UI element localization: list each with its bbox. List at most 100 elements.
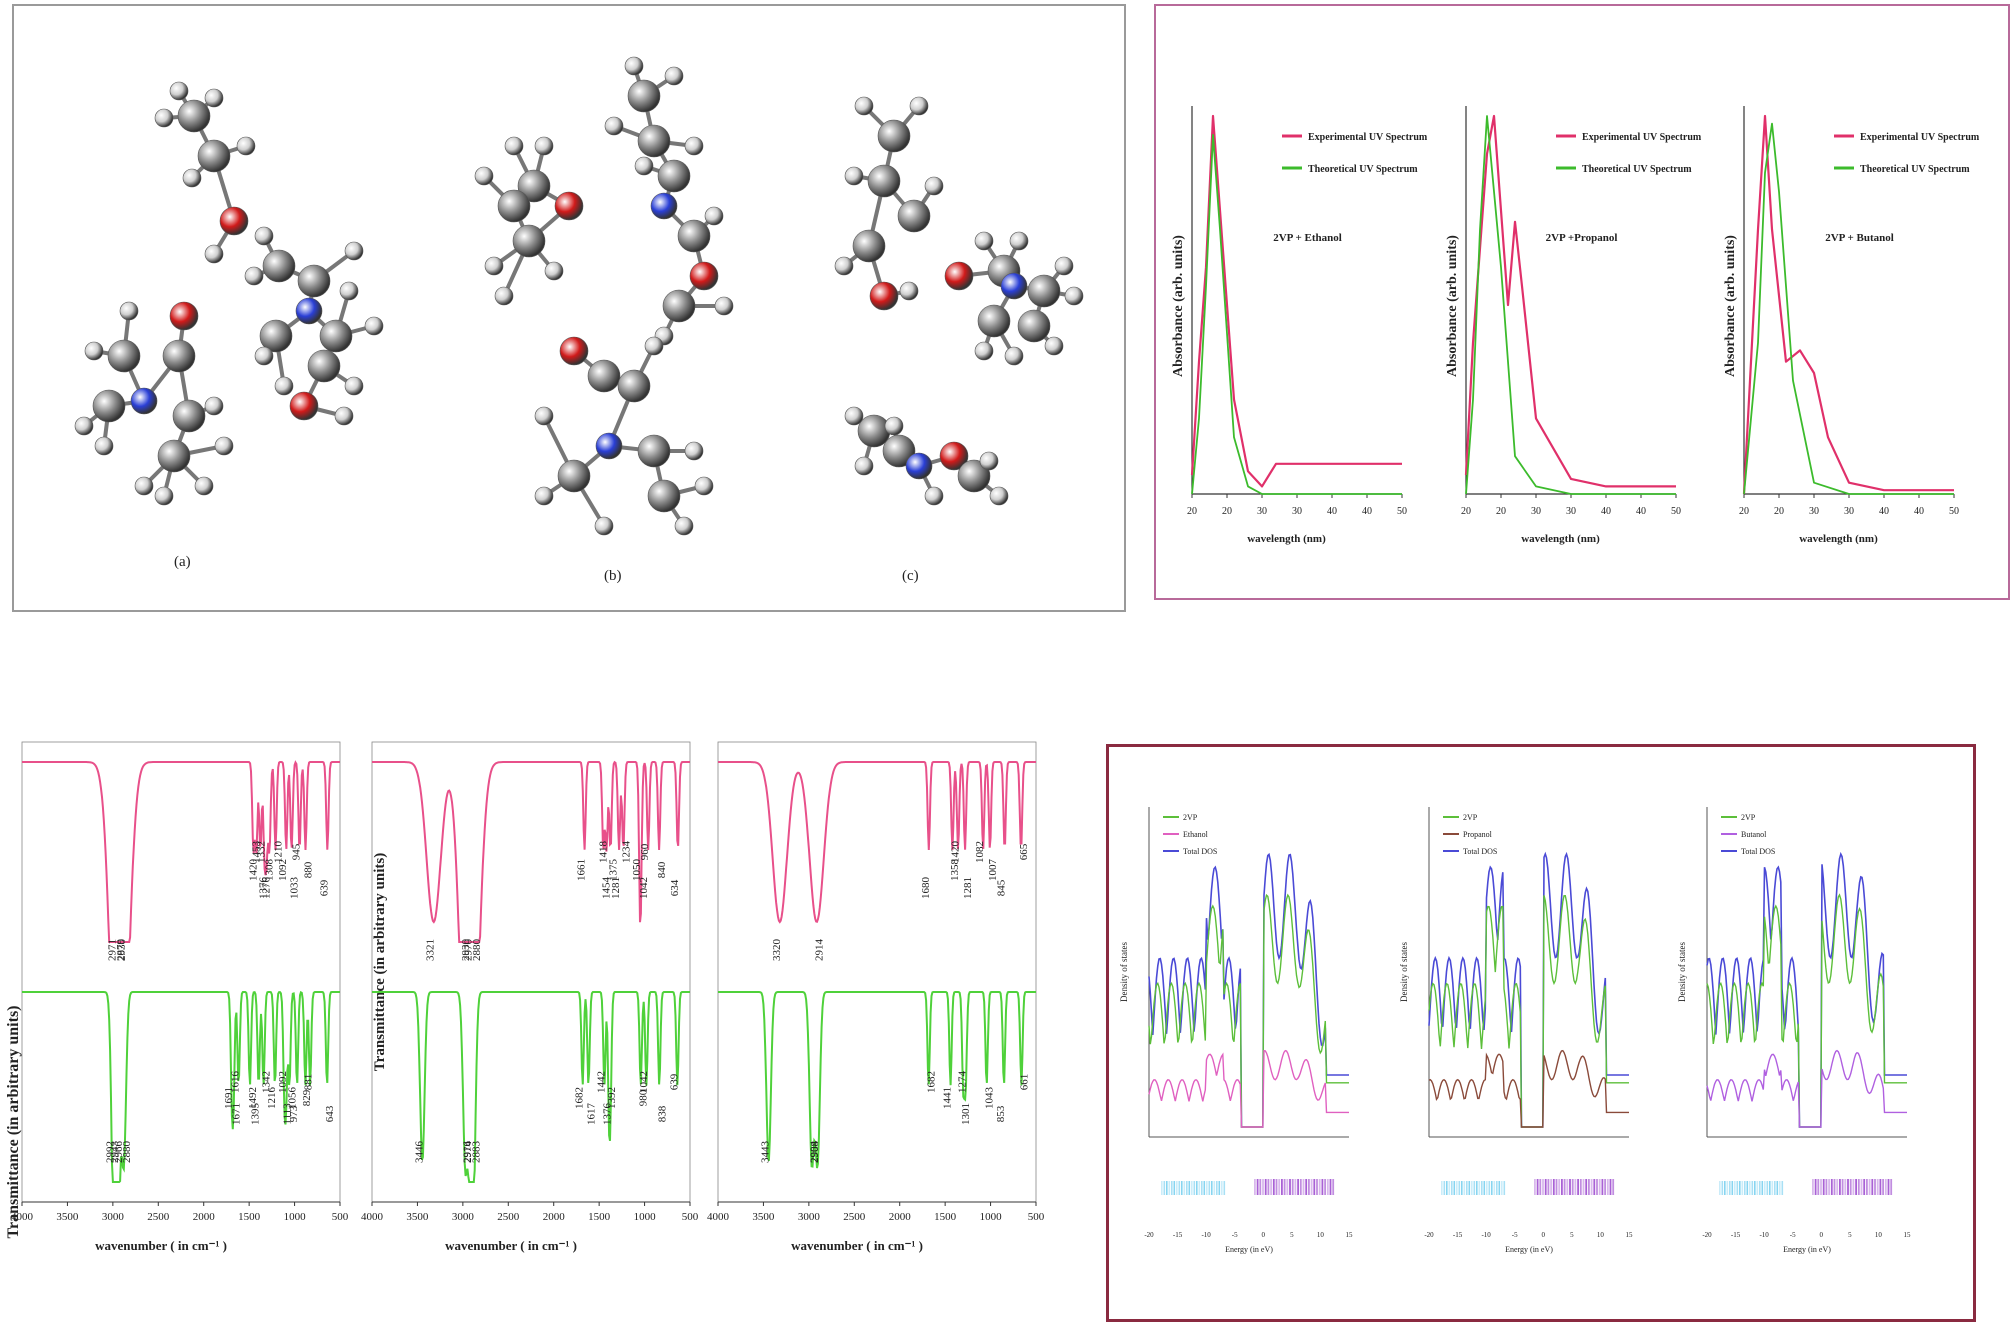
dos-band-virtual	[1874, 1179, 1876, 1195]
ir-exp-peak-label: 3321	[425, 939, 437, 961]
atom-N	[1000, 272, 1028, 300]
atom-H	[119, 301, 139, 321]
dos-band-virtual	[1884, 1179, 1887, 1195]
dos-band-virtual	[1321, 1179, 1324, 1195]
dos-tick-label: 10	[1875, 1231, 1883, 1239]
dos-band-virtual	[1817, 1179, 1820, 1195]
atom-O	[944, 261, 974, 291]
dos-band-occupied	[1771, 1181, 1774, 1195]
dos-band-occupied	[1774, 1181, 1776, 1195]
atom-H	[1054, 256, 1074, 276]
ir-exp-peak-label: 1033	[289, 877, 301, 900]
atom-H	[924, 176, 944, 196]
dos-band-occupied	[1168, 1181, 1171, 1195]
ir-theo-peak-label: 1492	[247, 1087, 259, 1109]
dos-band-virtual	[1264, 1179, 1267, 1195]
ir-theo-peak-label: 1395	[250, 1103, 262, 1126]
dos-tick-label: -10	[1759, 1231, 1769, 1239]
atom-H	[494, 286, 514, 306]
ir-theo-peak-label: 1092	[277, 1071, 289, 1093]
atom-H	[674, 516, 694, 536]
atom-H	[204, 396, 224, 416]
dos-band-virtual	[1289, 1179, 1291, 1195]
ir-exp-peak-label: 845	[996, 879, 1008, 896]
dos-tick-label: -15	[1731, 1231, 1741, 1239]
ir-theo-peak-label: 881	[302, 1074, 314, 1091]
dos-tick-label: -5	[1790, 1231, 1796, 1239]
dos-legend-label: Propanol	[1463, 830, 1493, 839]
ir-theo-peak-label: 980	[637, 1089, 649, 1106]
dos-band-virtual	[1316, 1179, 1318, 1195]
molecule-c	[834, 96, 1084, 506]
atom-H	[344, 376, 364, 396]
ir-exp-peak-label: 1453	[250, 841, 262, 864]
uv-tick-label: 20	[1739, 506, 1749, 517]
dos-band-virtual	[1887, 1179, 1890, 1195]
uv-legend-label: Theoretical UV Spectrum	[1582, 164, 1692, 175]
dos-band-virtual	[1539, 1179, 1542, 1195]
uv-legend-label: Theoretical UV Spectrum	[1860, 164, 1970, 175]
atom-C	[852, 229, 886, 263]
atom-H	[74, 416, 94, 436]
dos-band-occupied	[1221, 1181, 1223, 1195]
atom-H	[844, 406, 864, 426]
dos-xlabel: Energy (in eV)	[1225, 1245, 1273, 1254]
dos-band-virtual	[1882, 1179, 1884, 1195]
atom-C	[319, 319, 353, 353]
ir-exp-peak-label: 665	[1018, 843, 1030, 860]
ir-tick-label: 1500	[934, 1211, 957, 1223]
molecule-a	[74, 81, 384, 506]
dos-tick-label: -5	[1232, 1231, 1238, 1239]
atom-H	[664, 66, 684, 86]
atom-H	[594, 516, 614, 536]
atom-H	[989, 486, 1009, 506]
atom-H	[704, 206, 724, 226]
dos-band-virtual	[1329, 1179, 1332, 1195]
dos-band-occupied	[1451, 1181, 1453, 1195]
dos-xlabel: Energy (in eV)	[1505, 1245, 1553, 1254]
atom-H	[334, 406, 354, 426]
dos-band-virtual	[1844, 1179, 1847, 1195]
uv-tick-label: 30	[1531, 506, 1541, 517]
dos-tick-label: 5	[1848, 1231, 1852, 1239]
ir-theo-peak-label: 1342	[260, 1071, 272, 1093]
ir-theo-peak-label: 3446	[413, 1141, 425, 1164]
uv-ylabel: Absorbance (arb. units)	[1445, 235, 1460, 377]
dos-ylabel: Density of states	[1119, 942, 1129, 1002]
ir-exp-peak-label: 880	[302, 861, 314, 878]
atom-C	[877, 119, 911, 153]
dos-band-virtual	[1830, 1179, 1833, 1195]
ir-exp-peak-label: 1375	[608, 859, 620, 882]
dos-band-virtual	[1836, 1179, 1839, 1195]
dos-tick-label: -20	[1424, 1231, 1434, 1239]
dos-band-virtual	[1585, 1179, 1588, 1195]
uv-series-theoretical	[1743, 122, 1954, 495]
atom-H	[634, 156, 654, 176]
atom-C	[677, 219, 711, 253]
dos-band-virtual	[1857, 1179, 1860, 1195]
dos-band-virtual	[1332, 1179, 1335, 1195]
ir-exp-peak-label: 945	[291, 843, 303, 860]
dos-band-virtual	[1275, 1179, 1278, 1195]
atom-H	[924, 486, 944, 506]
ir-tick-label: 3000	[798, 1211, 821, 1223]
atom-H	[979, 451, 999, 471]
atom-C	[497, 189, 531, 223]
ir-tick-label: 1000	[980, 1211, 1003, 1223]
dos-band-occupied	[1446, 1181, 1448, 1195]
ir-theo-peak-label: 1441	[942, 1087, 954, 1109]
dos-band-occupied	[1731, 1181, 1734, 1195]
dos-band-virtual	[1272, 1179, 1275, 1195]
dos-band-virtual	[1839, 1179, 1841, 1195]
atom-O	[289, 391, 319, 421]
dos-xlabel: Energy (in eV)	[1783, 1245, 1831, 1254]
atom-H	[534, 486, 554, 506]
dos-band-virtual	[1847, 1179, 1849, 1195]
dos-band-virtual	[1278, 1179, 1281, 1195]
molecule-label-c: (c)	[902, 568, 919, 584]
atom-O	[689, 261, 719, 291]
ir-tick-label: 3000	[452, 1211, 475, 1223]
dos-band-occupied	[1779, 1181, 1781, 1195]
uv-xlabel: wavelength (nm)	[1799, 533, 1878, 545]
dos-tick-label: -15	[1173, 1231, 1183, 1239]
